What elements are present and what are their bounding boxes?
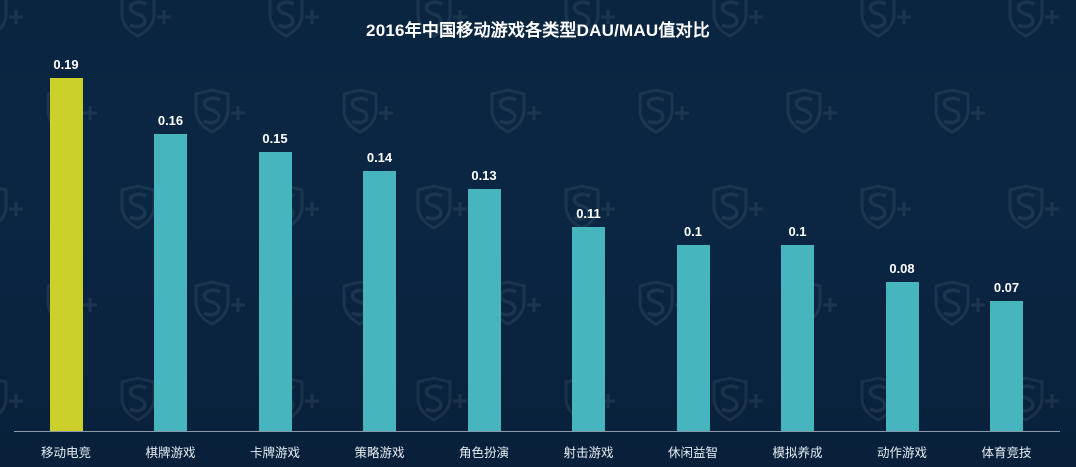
bar-value-label: 0.1 [683, 224, 703, 240]
bar-value-label: 0.16 [157, 112, 184, 128]
bar-value-label: 0.15 [262, 131, 288, 147]
x-axis-category-label: 射击游戏 [563, 446, 614, 460]
bar-value-label: 0.11 [576, 205, 601, 221]
bar-value-label: 0.07 [993, 279, 1020, 295]
x-axis-category-label: 休闲益智 [667, 446, 718, 460]
x-axis-category-label: 棋牌游戏 [145, 446, 196, 460]
bar [467, 189, 501, 431]
x-axis-category-label: 策略游戏 [354, 446, 405, 460]
bar [154, 133, 187, 431]
bar-value-label: 0.1 [788, 224, 807, 240]
bar [990, 300, 1023, 431]
bar [49, 77, 83, 431]
x-axis-line [14, 431, 1060, 432]
x-axis-category-label: 模拟养成 [772, 446, 823, 460]
x-axis-category-label: 体育竞技 [981, 446, 1032, 460]
bar-value-label: 0.13 [471, 168, 497, 184]
bar [258, 152, 292, 431]
chart-title: 2016年中国移动游戏各类型DAU/MAU值对比 [366, 21, 710, 40]
bar-value-label: 0.08 [889, 261, 915, 277]
bar [676, 245, 710, 431]
bar [885, 282, 919, 431]
bar [363, 170, 396, 431]
x-axis-category-label: 动作游戏 [876, 446, 927, 460]
bar-value-label: 0.19 [53, 56, 79, 72]
bar [572, 226, 605, 431]
x-axis-category-label: 移动电竞 [40, 446, 91, 460]
bar [781, 245, 814, 431]
bar-value-label: 0.14 [366, 149, 393, 165]
x-axis-category-label: 角色扮演 [458, 446, 509, 460]
x-axis-category-label: 卡牌游戏 [249, 446, 300, 460]
